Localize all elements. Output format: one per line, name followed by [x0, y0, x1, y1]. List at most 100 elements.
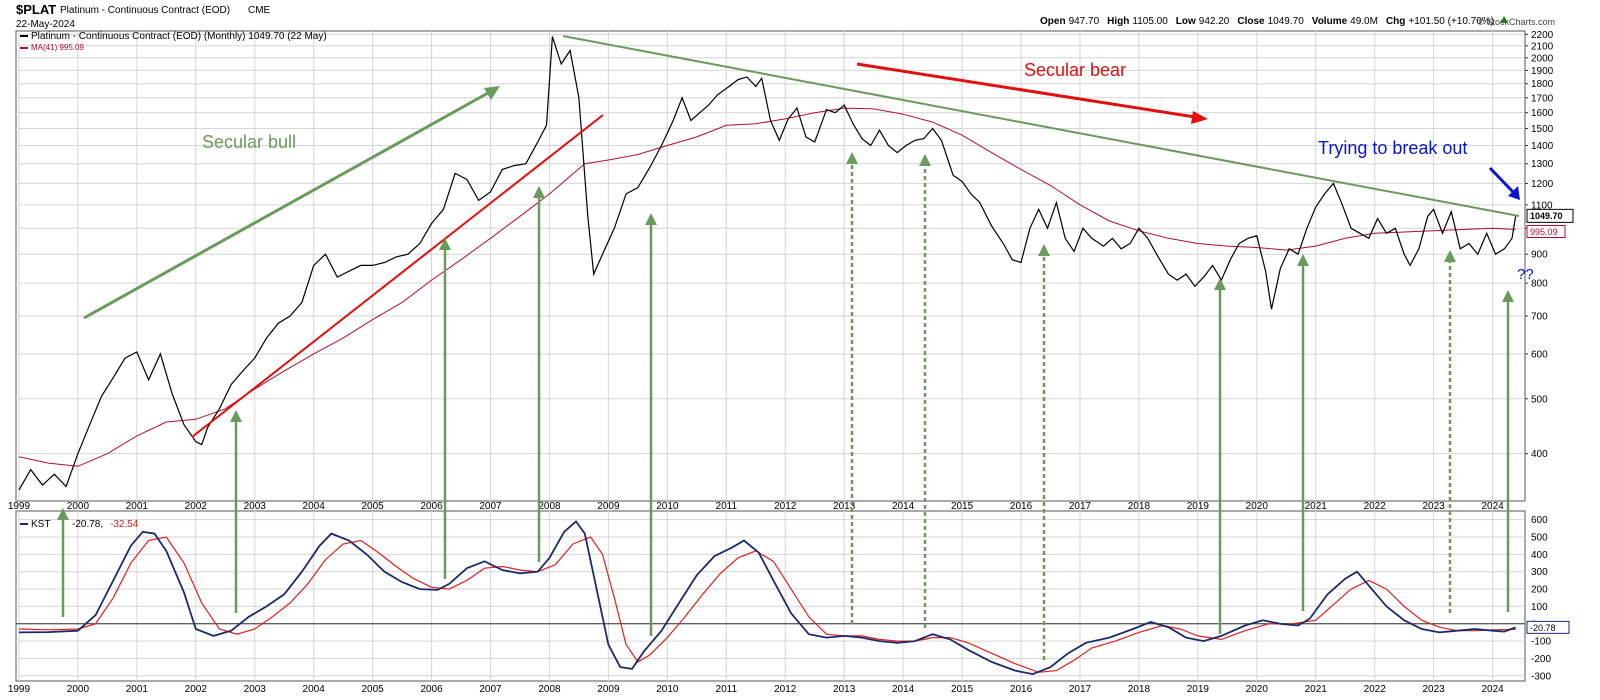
secular-bear-arrow: [856, 62, 1196, 119]
last-kst-text: -20.78: [1530, 623, 1556, 633]
x-tick-top-2003: 2003: [244, 501, 267, 512]
kst-ytick--200: -200: [1531, 654, 1551, 665]
x-tick-top-2021: 2021: [1305, 501, 1328, 512]
x-tick-top-2010: 2010: [656, 501, 679, 512]
symbol-label: $PLAT: [16, 2, 56, 17]
ohlc-stats: Open 947.70 High 1105.00 Low 942.20 Close 1049.…: [1040, 16, 1509, 27]
last-ma-tag: 995.09: [1526, 224, 1566, 238]
kst-ytick--300: -300: [1531, 671, 1551, 682]
stat-label-volume: Volume: [1312, 16, 1348, 27]
last-price-text: 1049.70: [1530, 211, 1563, 221]
x-tick-bottom-2018: 2018: [1128, 684, 1151, 695]
question-label: ??: [1517, 266, 1534, 283]
x-tick-bottom-2000: 2000: [67, 684, 90, 695]
price-legend-text: Platinum - Continuous Contract (EOD) (Mo…: [31, 31, 327, 42]
kst-y-axis: 6005004003002001000-100-200-300: [1531, 515, 1551, 682]
price-ytick-1800: 1800: [1531, 79, 1554, 90]
x-tick-bottom-2012: 2012: [774, 684, 797, 695]
x-tick-top-2006: 2006: [420, 501, 443, 512]
x-tick-bottom-2008: 2008: [538, 684, 561, 695]
x-tick-top-2024: 2024: [1481, 501, 1504, 512]
secular-bear-trendline: [562, 35, 1520, 217]
x-tick-top-2018: 2018: [1128, 501, 1151, 512]
signal-arrowhead-2: [230, 410, 242, 422]
signal-arrowhead-1: [57, 508, 69, 520]
x-tick-bottom-2002: 2002: [185, 684, 208, 695]
x-tick-bottom-2021: 2021: [1305, 684, 1328, 695]
price-line: [18, 36, 1517, 491]
signal-arrowhead-4: [533, 186, 545, 198]
x-tick-top-2009: 2009: [597, 501, 620, 512]
header-bar: $PLAT Platinum - Continuous Contract (EO…: [16, 2, 1555, 30]
x-tick-top-2007: 2007: [479, 501, 502, 512]
x-tick-top-2022: 2022: [1364, 501, 1387, 512]
x-tick-top-2000: 2000: [67, 501, 90, 512]
chart-date: 22-May-2024: [16, 19, 75, 30]
stat-label-chg: Chg: [1386, 16, 1405, 27]
price-panel: [15, 30, 1526, 502]
red-uptrend-line: [191, 114, 604, 438]
price-legend: Platinum - Continuous Contract (EOD) (Mo…: [20, 31, 327, 52]
kst-x-axis: 1999 2000 2001 2002 2003 2004 2005 2006 2007 2008…: [8, 684, 1504, 695]
signal-arrowhead-7: [919, 154, 931, 166]
kst-legend: KST -20.78, -32.54: [20, 519, 139, 530]
x-tick-top-2011: 2011: [716, 501, 738, 512]
kst-legend-signal: -32.54: [110, 519, 139, 530]
stat-label-open: Open: [1040, 16, 1066, 27]
price-ytick-1400: 1400: [1531, 141, 1554, 152]
x-tick-bottom-2019: 2019: [1187, 684, 1210, 695]
signal-arrowhead-8: [1038, 244, 1050, 256]
x-tick-top-2014: 2014: [892, 501, 915, 512]
stat-label-close: Close: [1237, 16, 1265, 27]
secular-bear-label: Secular bear: [1024, 60, 1126, 80]
secular-bull-arrow: [83, 86, 498, 320]
last-ma-text: 995.09: [1530, 227, 1558, 237]
signal-arrowhead-11: [1444, 250, 1456, 262]
x-tick-top-2019: 2019: [1187, 501, 1210, 512]
watermark: © StockCharts.com: [1477, 17, 1555, 27]
last-price-tag: 1049.70: [1526, 208, 1574, 223]
x-tick-top-2020: 2020: [1246, 501, 1269, 512]
stat-value-high: 1105.00: [1132, 16, 1168, 27]
stat-value-close: 1049.70: [1268, 16, 1305, 27]
signal-arrows: [57, 152, 1514, 660]
x-tick-bottom-2009: 2009: [597, 684, 620, 695]
price-ytick-1500: 1500: [1531, 124, 1554, 135]
x-tick-bottom-2006: 2006: [420, 684, 443, 695]
secular-bull-label: Secular bull: [202, 132, 296, 152]
kst-ytick-400: 400: [1531, 550, 1548, 561]
x-tick-top-2004: 2004: [303, 501, 326, 512]
x-tick-bottom-2023: 2023: [1423, 684, 1446, 695]
x-tick-bottom-2013: 2013: [833, 684, 856, 695]
signal-arrowhead-9: [1214, 278, 1226, 290]
price-ytick-1200: 1200: [1531, 179, 1554, 190]
breakout-arrow: [1488, 166, 1517, 196]
x-tick-top-2023: 2023: [1423, 501, 1446, 512]
kst-legend-name: KST: [31, 519, 50, 530]
stat-value-open: 947.70: [1069, 16, 1100, 27]
symbol-name: Platinum - Continuous Contract (EOD): [60, 5, 230, 16]
exchange-label: CME: [248, 5, 271, 16]
kst-signal-line: [18, 536, 1516, 673]
kst-ytick-500: 500: [1531, 533, 1548, 544]
price-ytick-800: 800: [1531, 279, 1548, 290]
x-tick-bottom-2017: 2017: [1069, 684, 1092, 695]
signal-arrowhead-5: [645, 213, 657, 225]
kst-ytick-300: 300: [1531, 567, 1548, 578]
price-ytick-1600: 1600: [1531, 108, 1554, 119]
kst-ytick--100: -100: [1531, 637, 1551, 648]
x-tick-top-2013: 2013: [833, 501, 856, 512]
price-ytick-500: 500: [1531, 394, 1548, 405]
x-tick-bottom-2022: 2022: [1364, 684, 1387, 695]
secular-bear-arrowhead: [1191, 111, 1208, 124]
x-tick-bottom-2010: 2010: [656, 684, 679, 695]
x-tick-bottom-2014: 2014: [892, 684, 915, 695]
last-kst-tag: -20.78: [1526, 620, 1570, 634]
x-tick-top-2005: 2005: [361, 501, 384, 512]
price-ytick-400: 400: [1531, 449, 1548, 460]
stat-value-low: 942.20: [1199, 16, 1230, 27]
x-tick-bottom-2001: 2001: [126, 684, 149, 695]
secular-bull-arrowhead: [484, 86, 500, 100]
last-ma-box: [1526, 224, 1566, 238]
